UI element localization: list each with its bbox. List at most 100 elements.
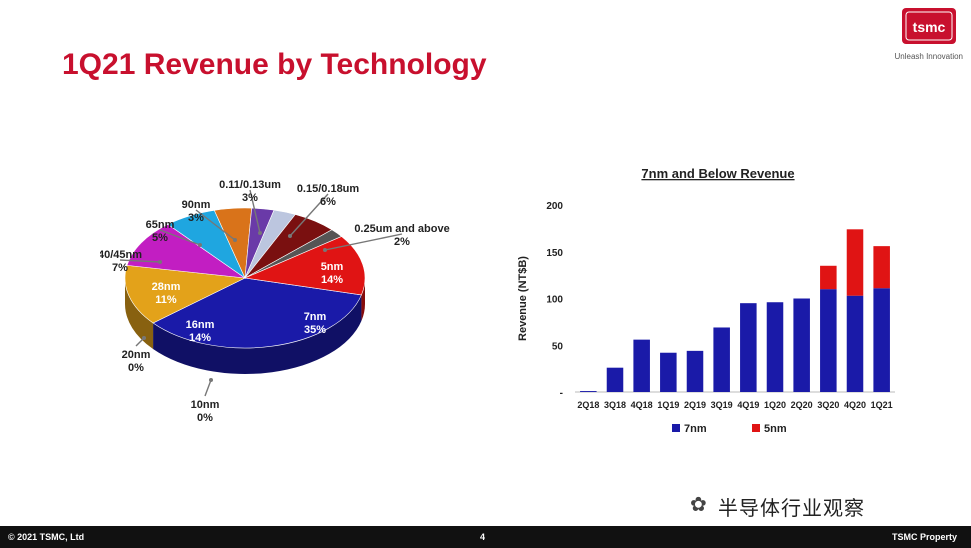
- pie-label-40-45nm: 40/45nm: [100, 249, 142, 261]
- legend-label-7nm: 7nm: [684, 423, 707, 435]
- x-tick-label: 3Q19: [711, 400, 733, 410]
- pie-slice-28nm: [126, 224, 246, 279]
- pie-value-7nm: 35%: [304, 324, 326, 336]
- pie-label-20nm: 20nm: [122, 349, 151, 361]
- pie-label-28nm: 28nm: [152, 281, 181, 293]
- x-tick-label: 3Q18: [604, 400, 626, 410]
- bar-7nm-4Q18: [633, 339, 650, 392]
- bar-5nm-3Q20: [820, 265, 837, 290]
- legend-label-5nm: 5nm: [764, 423, 787, 435]
- bar-5nm-1Q21: [873, 246, 890, 289]
- pie-label-10nm: 10nm: [191, 399, 220, 411]
- leader-dot-90nm: [233, 238, 237, 242]
- leader-dot-0-25um-and-above: [323, 248, 327, 252]
- leader-0-11-0-13um: [249, 189, 261, 234]
- bar-7nm-4Q20: [846, 295, 864, 392]
- x-tick-label: 1Q19: [657, 400, 679, 410]
- x-tick-label: 2Q20: [791, 400, 813, 410]
- bar-7nm-4Q19: [740, 303, 757, 392]
- technology-pie-chart: 7nm35%16nm14%20nm0%10nm0%28nm11%40/45nm7…: [100, 179, 450, 424]
- legend-swatch-5nm: [752, 424, 760, 432]
- revenue-bar-chart: 7nm and Below Revenue Revenue (NT$B) - 50 10…: [517, 166, 895, 435]
- bar-7nm-1Q19: [660, 352, 677, 392]
- leader-dot-0-15-0-18um: [288, 234, 292, 238]
- pie-value-0-25um-and-above: 2%: [394, 236, 410, 248]
- leader-10nm: [204, 379, 212, 397]
- pie-side-7nm: [153, 294, 362, 374]
- bar-7nm-2Q19: [686, 350, 704, 392]
- leader-65nm: [159, 229, 201, 246]
- bar-7nm-2Q20: [793, 298, 810, 392]
- x-tick-label: 1Q20: [764, 400, 786, 410]
- page-number: 4: [480, 532, 486, 542]
- watermark-text: 半导体行业观察: [718, 498, 865, 520]
- pie-side-5nm: [361, 278, 365, 321]
- pie-label-0-11-0-13um: 0.11/0.13um: [219, 179, 281, 191]
- x-tick-label: 4Q20: [844, 400, 866, 410]
- pie-value-0-15-0-18um: 6%: [320, 196, 336, 208]
- leader-0-25um-and-above: [324, 233, 403, 251]
- x-tick-label: 1Q21: [871, 400, 893, 410]
- pie-value-10nm: 0%: [197, 412, 213, 424]
- pie-label-0-25um-and-above: 0.25um and above: [354, 223, 449, 235]
- x-tick-label: 4Q18: [631, 400, 653, 410]
- pie-side-16nm: [125, 278, 154, 349]
- pie-value-28nm: 11%: [155, 294, 177, 306]
- leader-40-45nm: [119, 259, 161, 263]
- pie-label-65nm: 65nm: [146, 219, 175, 231]
- logo-text: tsmc: [913, 19, 946, 35]
- wechat-icon: ✿: [690, 494, 707, 516]
- tsmc-logo: tsmc: [900, 6, 958, 50]
- leader-0-15-0-18um: [289, 193, 329, 237]
- pie-value-90nm: 3%: [188, 212, 204, 224]
- page-title: 1Q21 Revenue by Technology: [62, 48, 487, 81]
- tagline: Unleash Innovation: [894, 52, 964, 61]
- pie-label-0-15-0-18um: 0.15/0.18um: [297, 183, 360, 195]
- pie-labels: 7nm35%16nm14%20nm0%10nm0%28nm11%40/45nm7…: [100, 179, 450, 424]
- y-tick-label: 100: [546, 295, 563, 306]
- leader-dot-0-11-0-13um: [258, 231, 262, 235]
- pie-label-90nm: 90nm: [182, 199, 211, 211]
- x-tick-label: 3Q20: [817, 400, 839, 410]
- leader-dot-10nm: [209, 378, 213, 382]
- x-tick-label: 2Q19: [684, 400, 706, 410]
- y-tick-label: 200: [546, 201, 563, 212]
- bar-7nm-1Q21: [873, 288, 890, 392]
- leader-90nm: [195, 209, 236, 241]
- y-axis-label: Revenue (NT$B): [517, 256, 529, 341]
- y-tick-label: -: [560, 388, 563, 399]
- copyright: © 2021 TSMC, Ltd: [8, 532, 85, 542]
- bar-7nm-3Q19: [713, 327, 730, 392]
- y-tick-label: 50: [552, 341, 564, 352]
- y-tick-label: 150: [546, 248, 563, 259]
- bar-chart-title: 7nm and Below Revenue: [641, 166, 794, 181]
- legend-swatch-7nm: [672, 424, 680, 432]
- bar-7nm-3Q20: [820, 289, 837, 392]
- pie-sides: [125, 278, 365, 374]
- leader-dot-65nm: [198, 243, 202, 247]
- pie-slice-5nm: [243, 236, 366, 296]
- pie-slice-7nm: [152, 277, 362, 349]
- pie-slice-16nm: [124, 265, 247, 324]
- pie-top: [124, 207, 366, 349]
- pie-value-5nm: 14%: [321, 274, 343, 286]
- pie-value-0-11-0-13um: 3%: [242, 192, 258, 204]
- pie-value-40-45nm: 7%: [112, 262, 128, 274]
- footer-bar: © 2021 TSMC, Ltd 4 TSMC Property: [0, 526, 971, 548]
- x-tick-label: 2Q18: [577, 400, 599, 410]
- x-tick-label: 4Q19: [737, 400, 759, 410]
- leader-dot-40-45nm: [158, 260, 162, 264]
- pie-value-20nm: 0%: [128, 362, 144, 374]
- pie-value-65nm: 5%: [152, 232, 168, 244]
- bar-7nm-3Q18: [606, 367, 624, 392]
- bar-7nm-2Q18: [580, 391, 597, 392]
- pie-label-7nm: 7nm: [304, 311, 327, 323]
- pie-label-16nm: 16nm: [186, 319, 215, 331]
- property-label: TSMC Property: [891, 532, 957, 542]
- bar-7nm-1Q20: [766, 302, 784, 392]
- pie-label-5nm: 5nm: [321, 261, 344, 273]
- pie-value-16nm: 14%: [189, 332, 211, 344]
- leader-dot-20nm: [142, 336, 146, 340]
- bar-5nm-4Q20: [846, 229, 864, 296]
